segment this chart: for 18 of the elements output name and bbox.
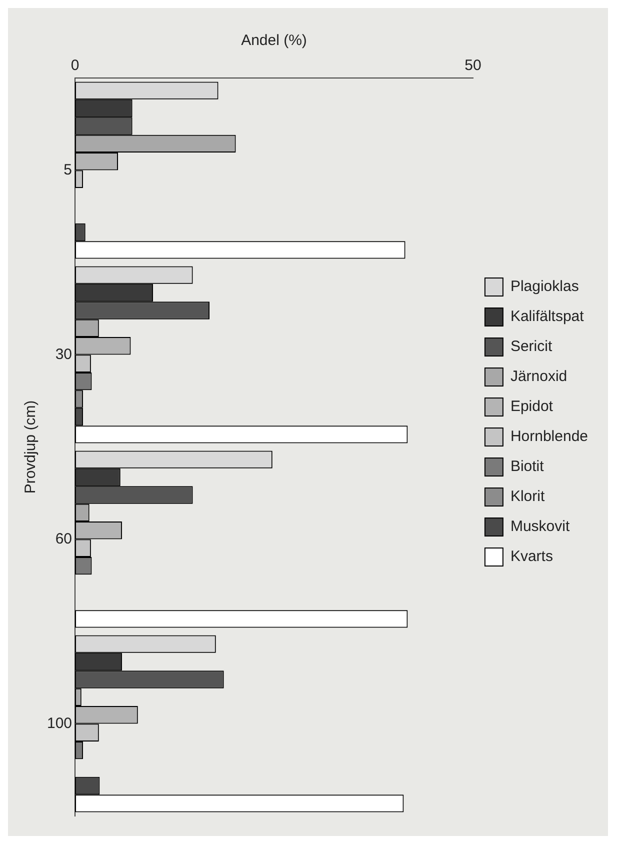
legend-label: Klorit (510, 488, 546, 506)
legend-label: Epidot (510, 398, 554, 416)
legend-label: Kvarts (510, 548, 553, 566)
x-tick-label: 0 (70, 57, 80, 74)
legend-label: Muskovit (510, 518, 570, 536)
legend-label: Järnoxid (510, 368, 568, 386)
y-tick-label: 100 (46, 714, 72, 732)
y-tick-label: 30 (55, 346, 72, 363)
legend-label: Kalifältspat (510, 308, 585, 326)
x-axis-title: Andel (%) (241, 32, 307, 50)
legend-label: Biotit (510, 458, 545, 476)
x-tick-label: 50 (464, 57, 482, 74)
legend-label: Sericit (510, 338, 553, 356)
y-tick-label: 5 (64, 161, 72, 178)
y-axis-title: Provdjup (cm) (22, 400, 40, 494)
legend-label: Hornblende (510, 428, 588, 446)
y-tick-label: 60 (55, 530, 72, 548)
legend-label: Plagioklas (510, 278, 579, 296)
